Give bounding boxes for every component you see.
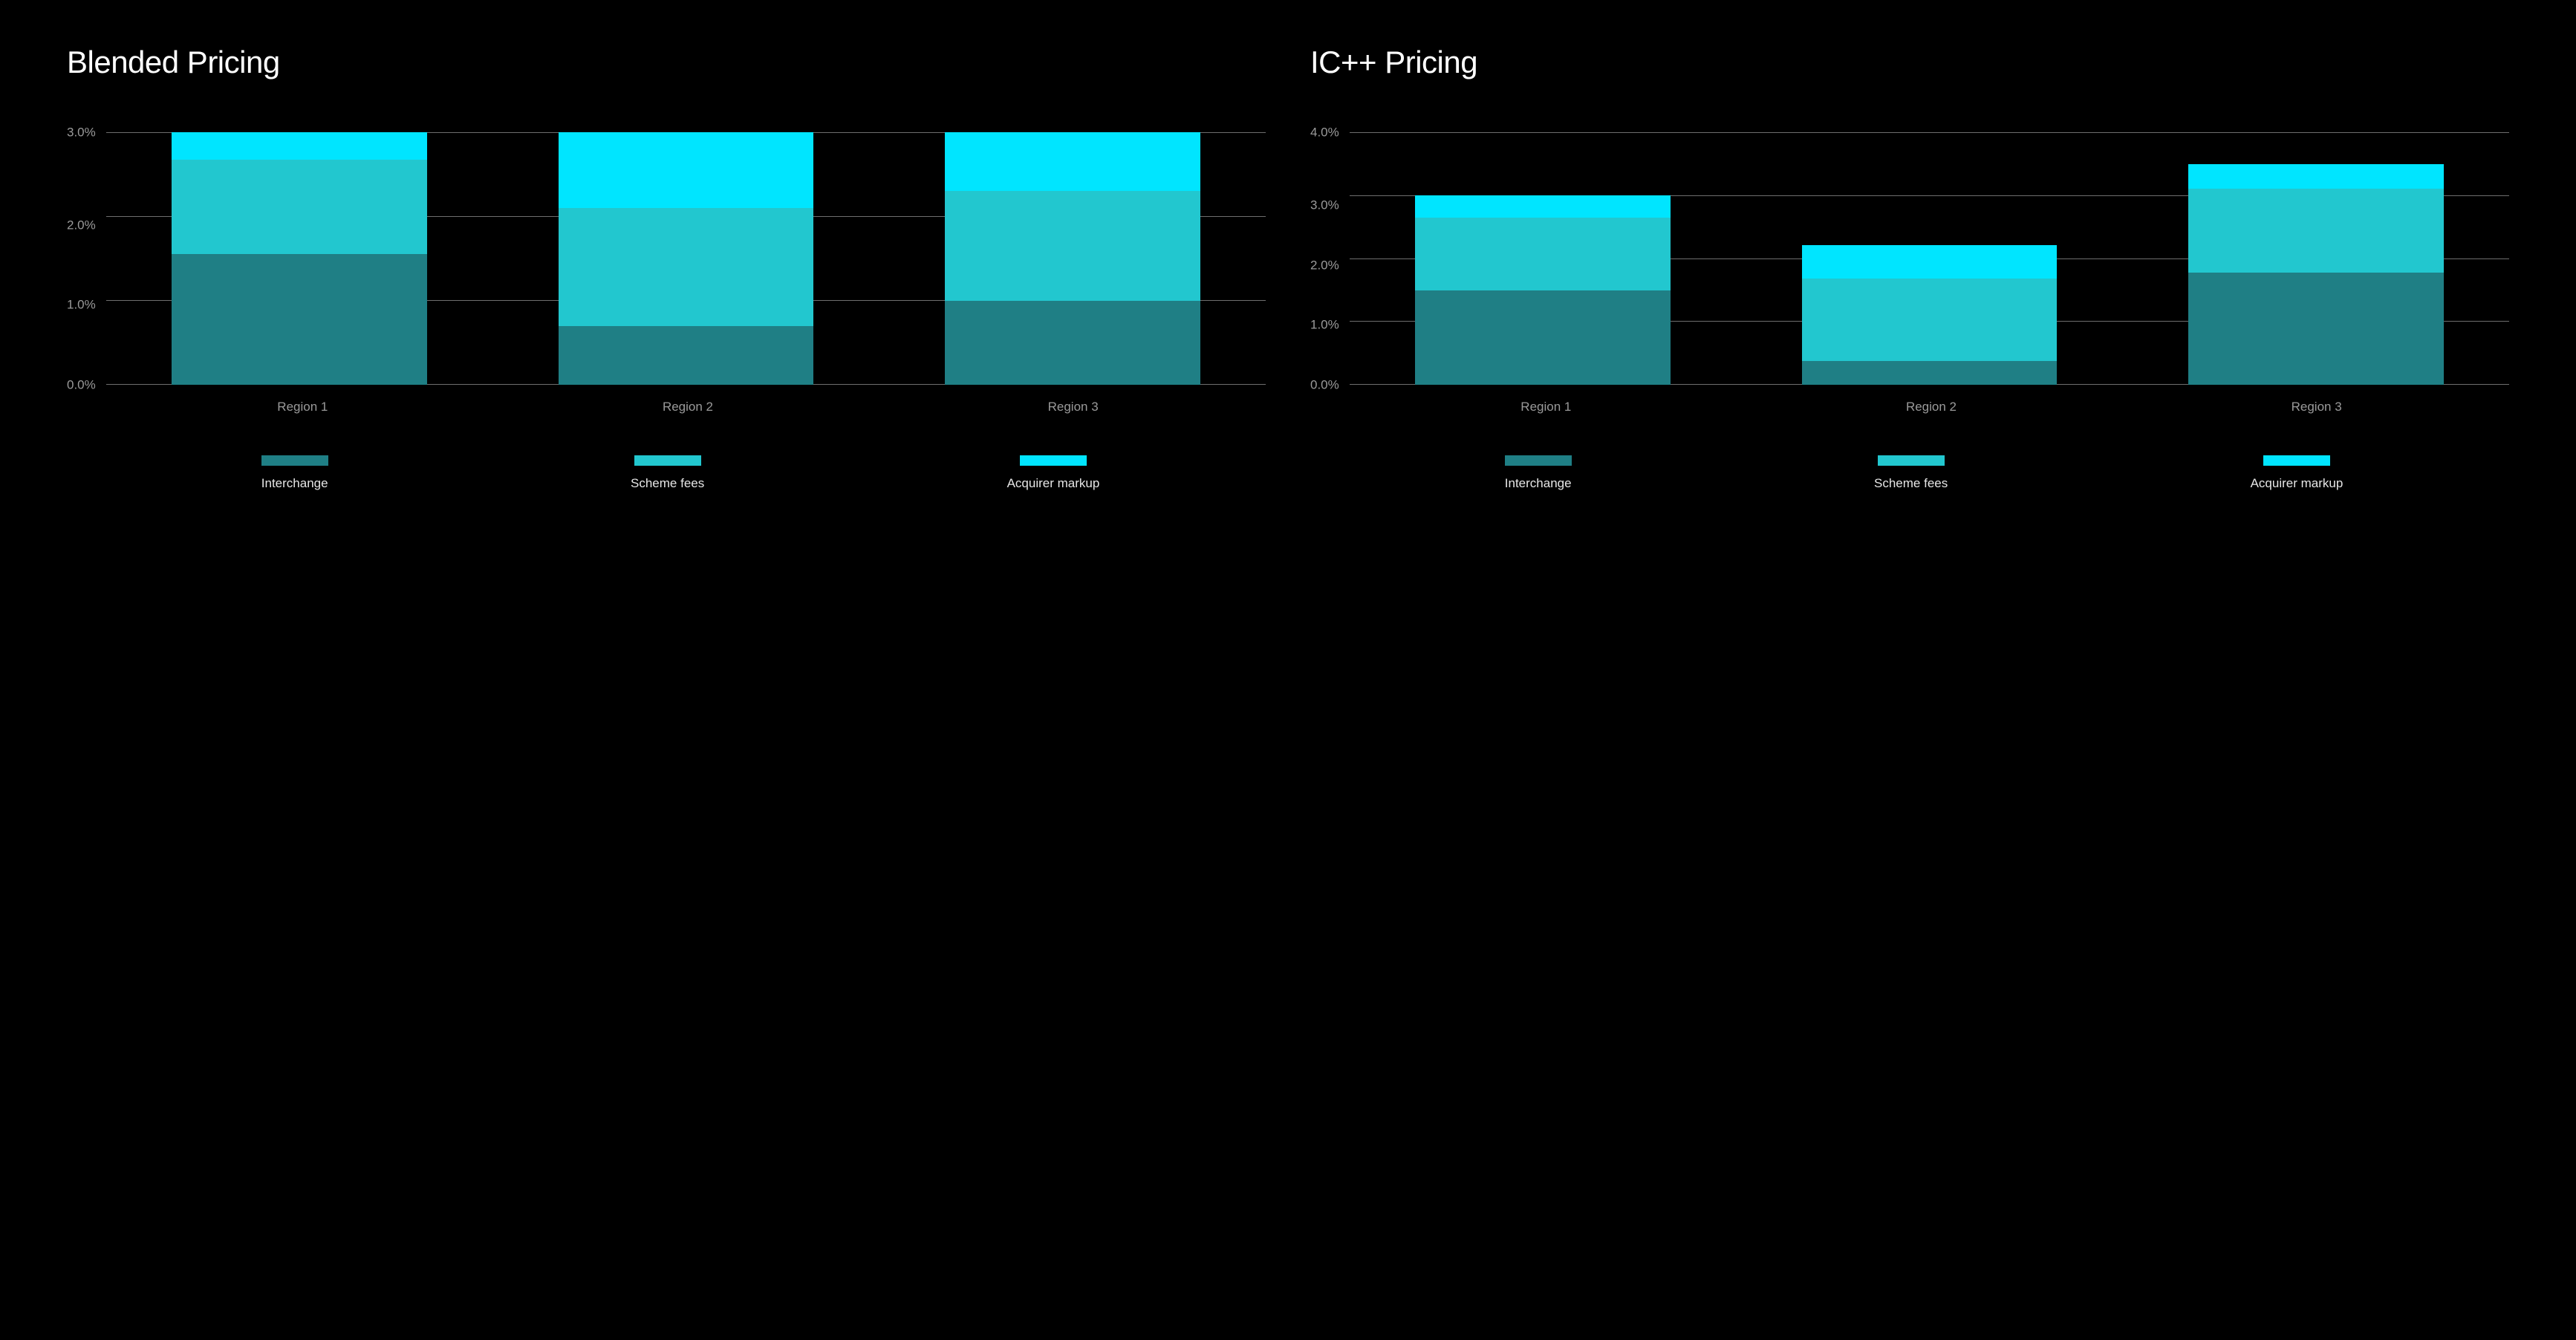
bar-segment-interchange: [172, 254, 426, 385]
bars-container: [106, 132, 1266, 385]
bar-segment-acquirer-markup: [1415, 195, 1670, 218]
legend-label: Scheme fees: [631, 476, 704, 491]
plot-area: [106, 132, 1266, 385]
bar-segment-scheme-fees: [1802, 279, 2057, 361]
plot-area: [1350, 132, 2509, 385]
y-axis: 4.0% 3.0% 2.0% 1.0% 0.0%: [1310, 132, 1350, 385]
bar-segment-scheme-fees: [945, 191, 1200, 300]
y-tick: 1.0%: [67, 299, 96, 311]
x-label: Region 3: [946, 400, 1200, 414]
legend-swatch: [1505, 455, 1572, 466]
legend-label: Interchange: [261, 476, 328, 491]
bar-segment-acquirer-markup: [945, 132, 1200, 191]
bar-region-2: [559, 132, 813, 385]
x-label: Region 1: [175, 400, 429, 414]
bar-region-2: [1802, 132, 2057, 385]
legend: Interchange Scheme fees Acquirer markup: [67, 455, 1266, 491]
x-axis: Region 1 Region 2 Region 3: [1353, 400, 2509, 414]
bar-region-1: [172, 132, 426, 385]
chart-panels: Blended Pricing 3.0% 2.0% 1.0% 0.0%: [67, 45, 2509, 491]
legend-swatch: [1020, 455, 1087, 466]
y-tick: 0.0%: [1310, 379, 1339, 391]
chart-area: 3.0% 2.0% 1.0% 0.0%: [67, 132, 1266, 385]
bar-segment-acquirer-markup: [172, 132, 426, 160]
x-label: Region 2: [1804, 400, 2058, 414]
y-tick: 2.0%: [1310, 258, 1339, 271]
bar-segment-scheme-fees: [172, 160, 426, 254]
x-axis: Region 1 Region 2 Region 3: [110, 400, 1266, 414]
y-tick: 4.0%: [1310, 126, 1339, 139]
legend-item-scheme-fees: Scheme fees: [631, 455, 704, 491]
bar-region-3: [945, 132, 1200, 385]
bar-segment-interchange: [945, 301, 1200, 385]
bar-segment-interchange: [559, 326, 813, 385]
panel-title: IC++ Pricing: [1310, 45, 2509, 80]
y-tick: 3.0%: [1310, 198, 1339, 211]
legend-swatch: [634, 455, 701, 466]
bar-region-3: [2188, 132, 2443, 385]
bar-segment-interchange: [2188, 273, 2443, 385]
x-label: Region 1: [1419, 400, 1673, 414]
legend-swatch: [2263, 455, 2330, 466]
legend-swatch: [261, 455, 328, 466]
y-tick: 3.0%: [67, 126, 96, 139]
legend-item-interchange: Interchange: [1505, 455, 1572, 491]
bar-segment-scheme-fees: [1415, 218, 1670, 290]
bar-region-1: [1415, 132, 1670, 385]
legend: Interchange Scheme fees Acquirer markup: [1310, 455, 2509, 491]
y-tick: 0.0%: [67, 378, 96, 391]
panel-title: Blended Pricing: [67, 45, 1266, 80]
x-label: Region 3: [2189, 400, 2443, 414]
bar-segment-acquirer-markup: [2188, 164, 2443, 189]
legend-item-acquirer-markup: Acquirer markup: [1007, 455, 1100, 491]
legend-item-acquirer-markup: Acquirer markup: [2251, 455, 2344, 491]
chart-area: 4.0% 3.0% 2.0% 1.0% 0.0%: [1310, 132, 2509, 385]
panel-icpp: IC++ Pricing 4.0% 3.0% 2.0% 1.0% 0.0%: [1310, 45, 2509, 491]
legend-swatch: [1878, 455, 1945, 466]
bar-segment-acquirer-markup: [559, 132, 813, 208]
bar-segment-interchange: [1802, 361, 2057, 385]
legend-item-scheme-fees: Scheme fees: [1874, 455, 1948, 491]
legend-label: Scheme fees: [1874, 476, 1948, 491]
panel-blended: Blended Pricing 3.0% 2.0% 1.0% 0.0%: [67, 45, 1266, 491]
bar-segment-scheme-fees: [559, 208, 813, 326]
x-label: Region 2: [561, 400, 815, 414]
y-tick: 1.0%: [1310, 319, 1339, 331]
y-tick: 2.0%: [67, 218, 96, 231]
bar-segment-acquirer-markup: [1802, 245, 2057, 279]
bars-container: [1350, 132, 2509, 385]
legend-label: Acquirer markup: [1007, 476, 1100, 491]
legend-label: Interchange: [1505, 476, 1572, 491]
bar-segment-interchange: [1415, 290, 1670, 386]
y-axis: 3.0% 2.0% 1.0% 0.0%: [67, 132, 106, 385]
legend-item-interchange: Interchange: [261, 455, 328, 491]
legend-label: Acquirer markup: [2251, 476, 2344, 491]
bar-segment-scheme-fees: [2188, 189, 2443, 273]
